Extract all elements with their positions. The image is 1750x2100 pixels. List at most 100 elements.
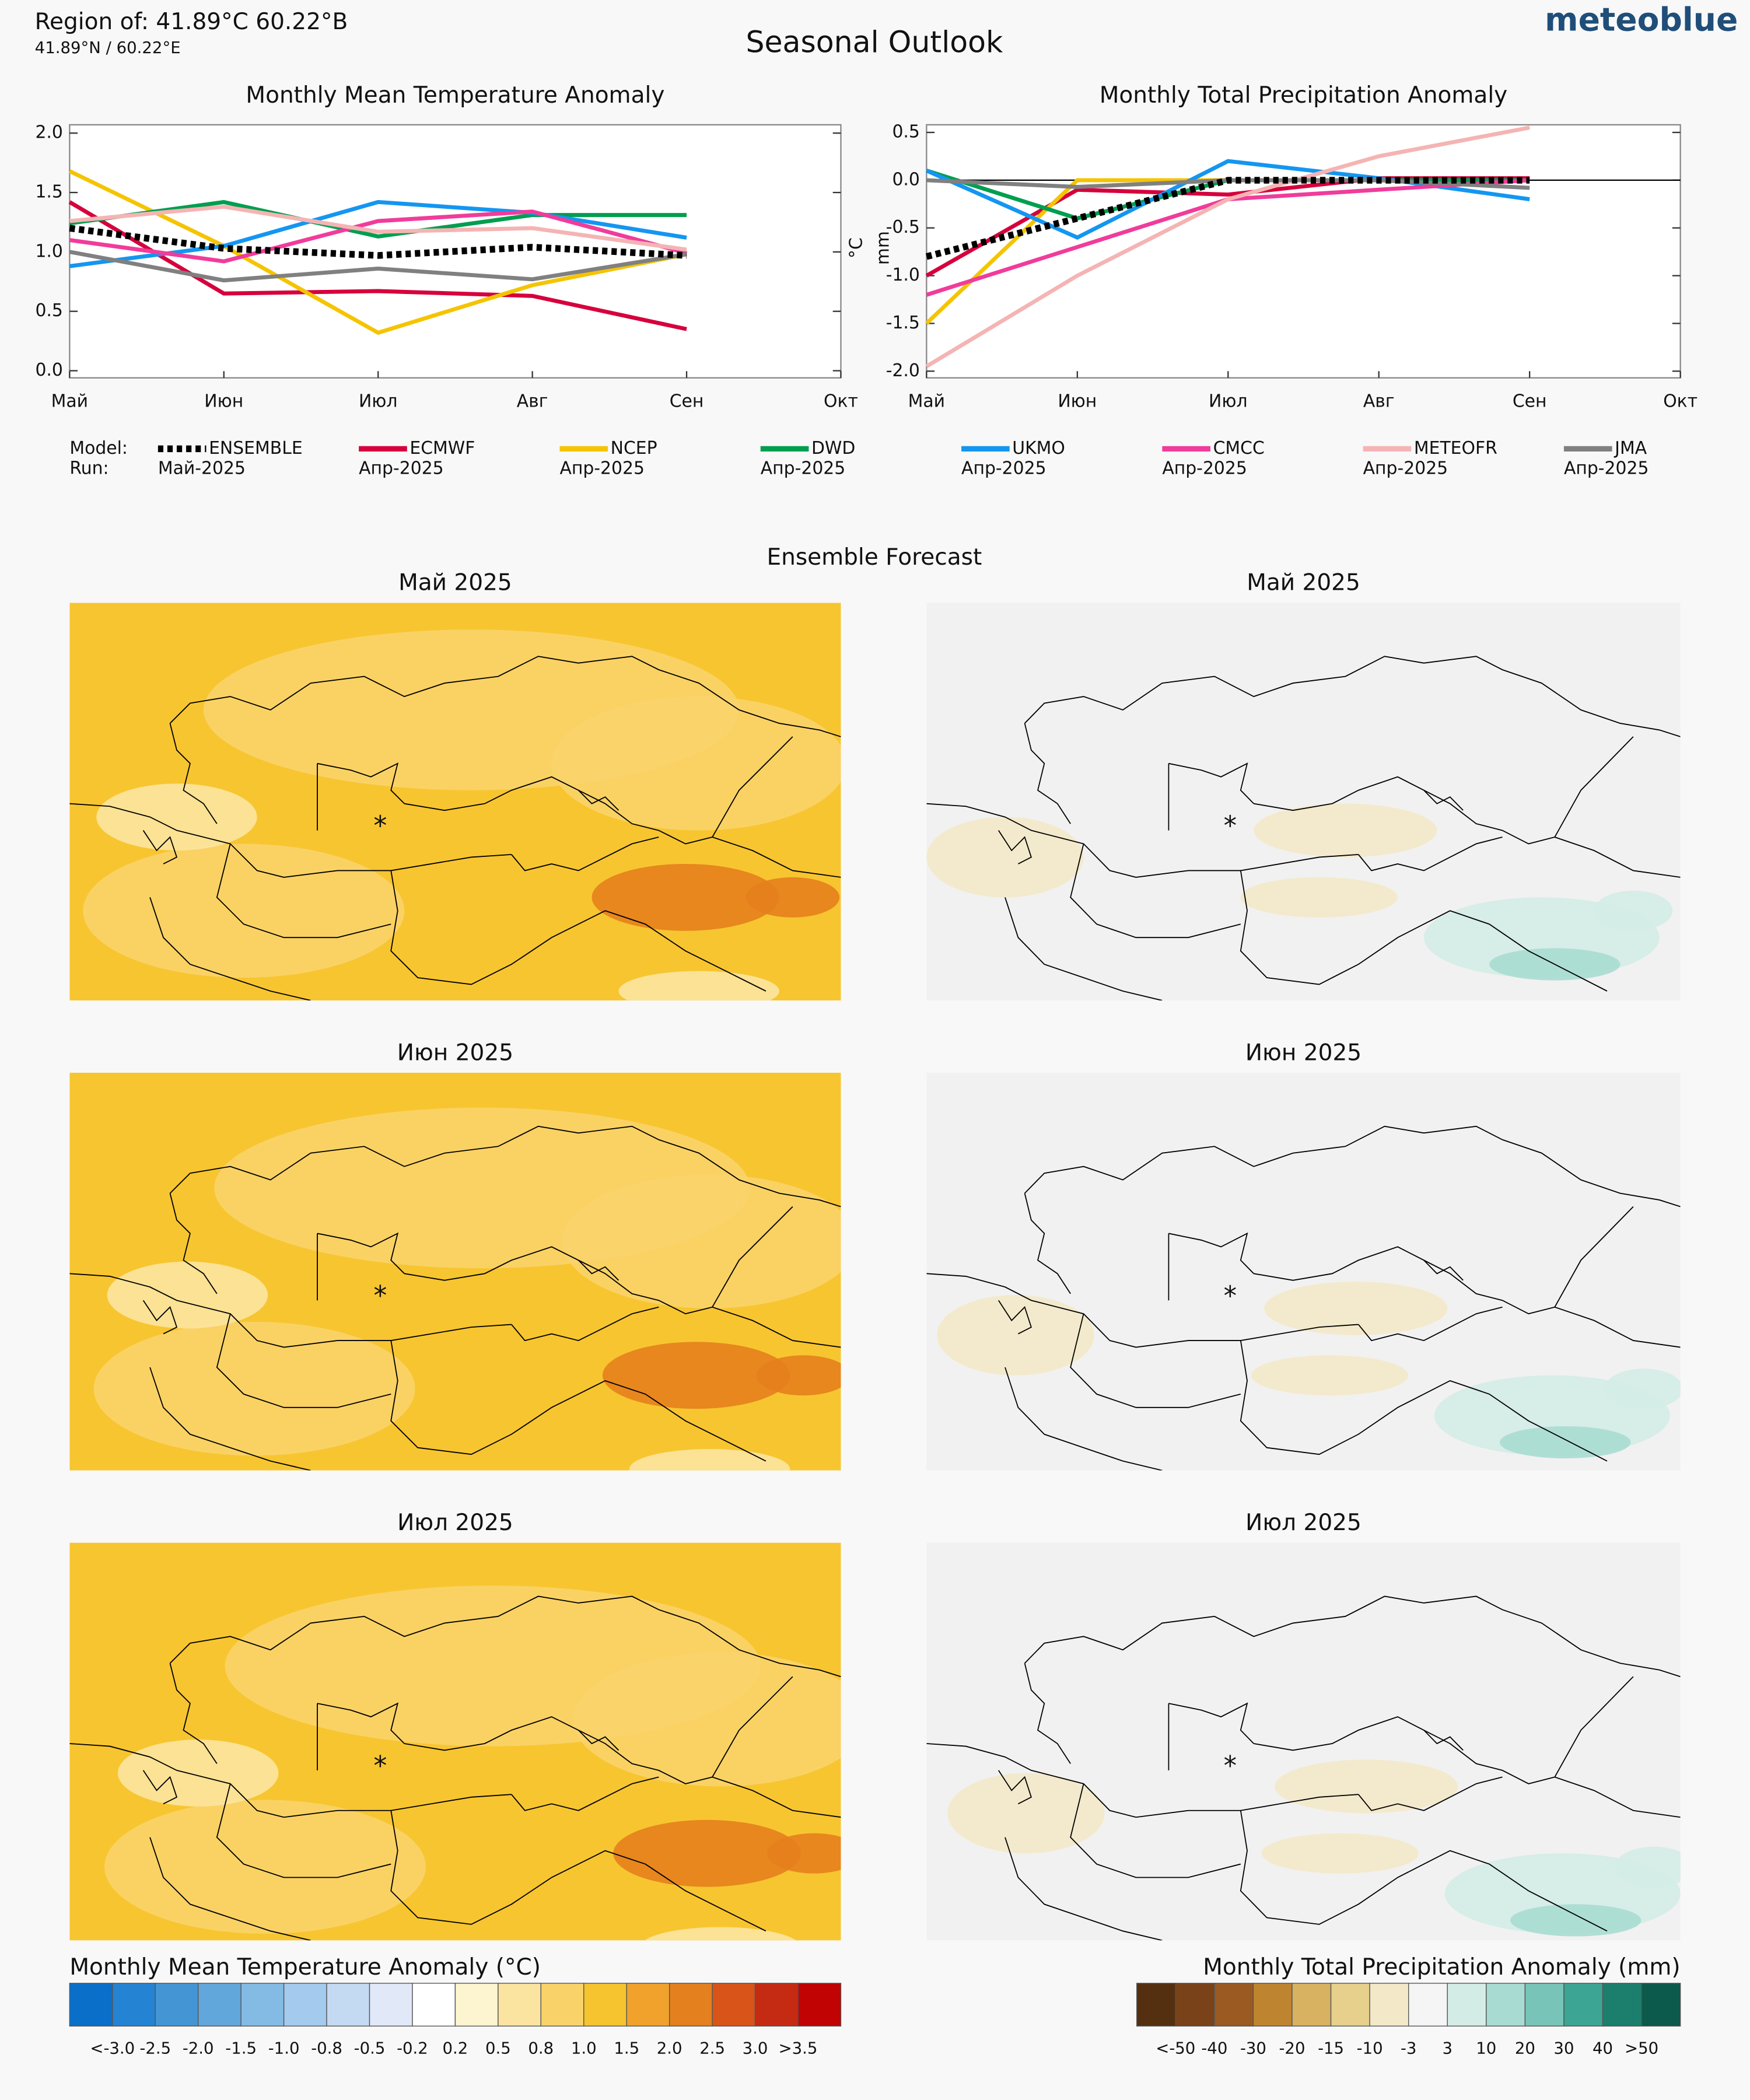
colorbar-box bbox=[198, 1983, 242, 2027]
location-marker: * bbox=[1224, 1750, 1237, 1782]
map-title: Июл 2025 bbox=[1245, 1510, 1362, 1536]
colorbar-label: >3.5 bbox=[779, 2039, 818, 2057]
x-tick-label: Окт bbox=[1663, 391, 1698, 412]
y-tick-label: 0.5 bbox=[892, 122, 919, 142]
map-shading bbox=[767, 1833, 841, 1874]
map-panel: * bbox=[69, 603, 841, 1001]
colorbar-label: 40 bbox=[1592, 2039, 1613, 2057]
colorbar-label: -10 bbox=[1357, 2039, 1383, 2057]
legend-name: NCEP bbox=[611, 438, 657, 459]
colorbar-label: -2.5 bbox=[139, 2039, 171, 2057]
y-tick-label: 1.0 bbox=[35, 241, 62, 261]
y-tick-label: -2.0 bbox=[886, 360, 920, 381]
chart-title: Monthly Total Precipitation Anomaly bbox=[1100, 82, 1508, 108]
legend-run: Апр-2025 bbox=[961, 458, 1046, 478]
location-marker: * bbox=[1224, 810, 1237, 842]
map-shading bbox=[1254, 803, 1437, 858]
legend-name: ECMWF bbox=[410, 438, 475, 459]
colorbar-box bbox=[1486, 1983, 1526, 2027]
legend-run-label: Run: bbox=[69, 458, 108, 478]
map-shading bbox=[1264, 1282, 1448, 1335]
location-marker: * bbox=[373, 1750, 387, 1782]
colorbar-box bbox=[1136, 1983, 1176, 2027]
map-shading bbox=[618, 971, 779, 1001]
map-panel: * bbox=[69, 1542, 841, 1941]
map-shading bbox=[926, 817, 1084, 898]
legend-name: DWD bbox=[811, 438, 855, 459]
x-tick-label: Авг bbox=[1363, 391, 1395, 412]
colorbar-box bbox=[754, 1983, 799, 2027]
map-shading bbox=[947, 1773, 1105, 1854]
legend-run: Апр-2025 bbox=[1564, 458, 1649, 478]
location-marker: * bbox=[1224, 1280, 1237, 1312]
x-tick-label: Июн bbox=[1058, 391, 1097, 412]
series-line bbox=[69, 250, 687, 283]
colorbar-label: 20 bbox=[1515, 2039, 1535, 2057]
y-tick-label: 1.5 bbox=[35, 182, 62, 202]
series-line bbox=[69, 225, 687, 259]
colorbar-label: -0.8 bbox=[311, 2039, 342, 2057]
colorbar-label: -15 bbox=[1318, 2039, 1344, 2057]
series-line bbox=[69, 204, 687, 252]
colorbar-box bbox=[369, 1983, 413, 2027]
series-line: METEOFR bbox=[925, 125, 1530, 368]
colorbar-title: Monthly Total Precipitation Anomaly (mm) bbox=[1203, 1954, 1680, 1980]
colorbar-label: 2.5 bbox=[699, 2039, 725, 2057]
legend-name: JMA bbox=[1614, 438, 1647, 459]
colorbar-box bbox=[1369, 1983, 1409, 2027]
map-shading bbox=[746, 877, 840, 918]
colorbar-label: 10 bbox=[1476, 2039, 1496, 2057]
map-shading bbox=[1261, 1833, 1419, 1874]
plot-frame bbox=[926, 124, 1681, 379]
colorbar-box bbox=[797, 1983, 842, 2027]
series-line: ENSEMBLE bbox=[925, 177, 1530, 260]
map-shading bbox=[1510, 1904, 1642, 1937]
map-shading bbox=[937, 1295, 1094, 1376]
y-tick-label: 2.0 bbox=[35, 123, 62, 143]
colorbar-label: 30 bbox=[1553, 2039, 1574, 2057]
colorbar-box bbox=[326, 1983, 370, 2027]
legend-name: CMCC bbox=[1213, 438, 1265, 459]
colorbar-box bbox=[283, 1983, 327, 2027]
series-line bbox=[69, 200, 687, 239]
map-panel: * bbox=[69, 1073, 841, 1471]
map-shading bbox=[1500, 1426, 1631, 1459]
legend-name: UKMO bbox=[1012, 438, 1065, 459]
colorbar-label: 0.2 bbox=[443, 2039, 468, 2057]
legend-run: Май-2025 bbox=[158, 458, 246, 478]
brand: meteoblue bbox=[1545, 1, 1738, 38]
x-tick-label: Окт bbox=[824, 391, 858, 412]
colorbar-box bbox=[155, 1983, 199, 2027]
map-shading bbox=[562, 1174, 841, 1308]
map-shading bbox=[1251, 1355, 1408, 1396]
series-line bbox=[69, 209, 687, 264]
colorbar-box bbox=[626, 1983, 670, 2027]
map-shading bbox=[104, 1800, 426, 1934]
colorbar-box bbox=[1252, 1983, 1293, 2027]
colorbar-label: -20 bbox=[1279, 2039, 1306, 2057]
map-title: Июн 2025 bbox=[397, 1040, 513, 1066]
x-tick-label: Сен bbox=[1513, 391, 1547, 412]
series-line bbox=[68, 200, 687, 331]
colorbar-label: -1.0 bbox=[268, 2039, 300, 2057]
colorbar-label: -1.5 bbox=[225, 2039, 257, 2057]
map-title: Май 2025 bbox=[398, 570, 512, 596]
map-panel: * bbox=[926, 603, 1681, 1001]
y-axis-label: °C bbox=[846, 237, 867, 258]
map-shading bbox=[756, 1355, 841, 1396]
map-panel: * bbox=[926, 1073, 1681, 1471]
colorbar-box bbox=[583, 1983, 627, 2027]
map-shading bbox=[107, 1261, 268, 1329]
colorbar-box bbox=[69, 1983, 113, 2027]
colorbar-box bbox=[1330, 1983, 1370, 2027]
map-shading bbox=[645, 1927, 796, 1941]
colorbar-box bbox=[412, 1983, 456, 2027]
colorbar-label: -3 bbox=[1401, 2039, 1416, 2057]
region: Region of: 41.89°C 60.22°В bbox=[35, 9, 348, 35]
map-shading bbox=[93, 1321, 415, 1456]
y-tick-label: 0.5 bbox=[35, 300, 62, 321]
location-marker: * bbox=[373, 810, 387, 841]
x-tick-label: Сен bbox=[670, 391, 704, 412]
colorbar-box bbox=[240, 1983, 285, 2027]
colorbar-box bbox=[712, 1983, 756, 2027]
